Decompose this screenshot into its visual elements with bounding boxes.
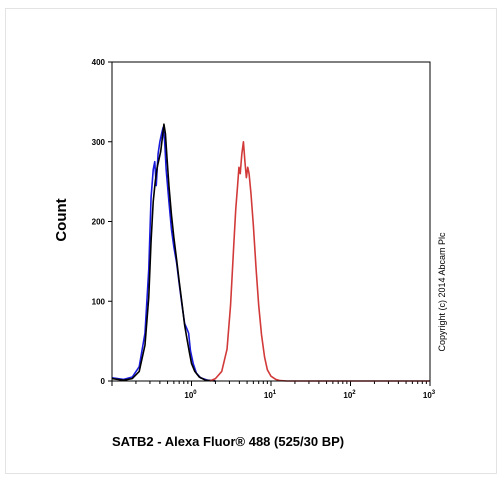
- x-tick-base: 10: [264, 391, 273, 400]
- x-tick-exponent: 0: [193, 390, 197, 396]
- x-tick-label: 101: [264, 390, 277, 400]
- histogram-series-2: [111, 123, 216, 382]
- y-tick-label: 200: [92, 218, 106, 227]
- y-tick-label: 0: [101, 377, 106, 386]
- plot-area-border: [111, 61, 431, 382]
- x-tick-base: 10: [343, 391, 352, 400]
- x-tick-label: 102: [343, 390, 356, 400]
- series-group: [111, 123, 430, 382]
- x-tick-exponent: 2: [352, 390, 356, 396]
- y-tick-label: 300: [92, 138, 106, 147]
- histogram-series-1: [111, 126, 216, 382]
- x-tick-label: 103: [423, 390, 436, 400]
- y-tick-label: 100: [92, 297, 106, 306]
- x-tick-exponent: 1: [273, 390, 277, 396]
- y-axis-ticks: 0 100 200 300 400: [92, 58, 112, 386]
- x-tick-base: 10: [423, 391, 432, 400]
- y-axis-title: Count: [53, 198, 70, 241]
- x-axis-title: SATB2 - Alexa Fluor® 488 (525/30 BP): [112, 434, 344, 449]
- figure-frame: [5, 8, 497, 474]
- x-tick-label: 100: [184, 390, 197, 400]
- copyright-annotation: Copyright (c) 2014 Abcam Plc: [437, 232, 447, 352]
- x-tick-base: 10: [184, 391, 193, 400]
- x-axis-ticks: 100 101 102 103: [111, 381, 436, 400]
- x-tick-exponent: 3: [432, 390, 436, 396]
- histogram-series-3: [209, 140, 430, 382]
- y-tick-label: 400: [92, 58, 106, 67]
